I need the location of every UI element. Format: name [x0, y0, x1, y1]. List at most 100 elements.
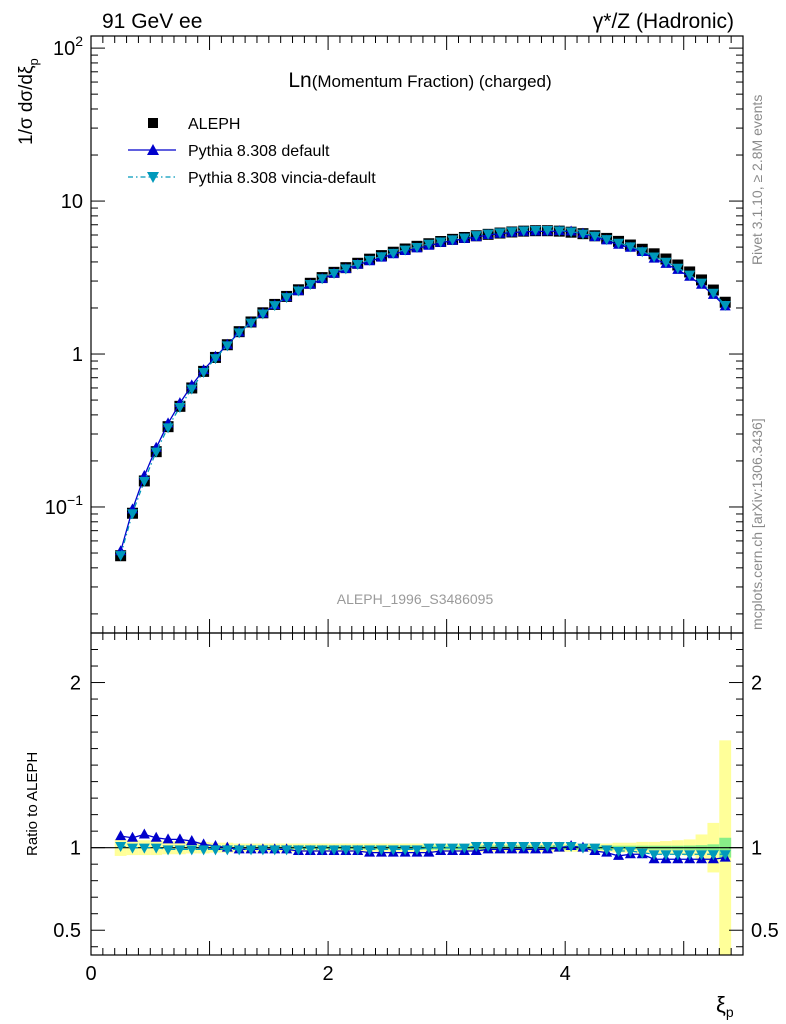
vincia-point [447, 235, 459, 246]
vincia-point [115, 551, 127, 562]
vincia-ratio-point [636, 848, 648, 859]
vincia-ratio-point [399, 845, 411, 856]
vincia-point [150, 447, 162, 458]
vincia-point [126, 509, 138, 520]
vincia-point [209, 354, 221, 365]
default-ratio-line [120, 833, 726, 860]
vincia-ratio-point [518, 842, 530, 853]
vincia-point [257, 309, 269, 320]
vincia-point [660, 257, 672, 268]
vincia-ratio-point [435, 843, 447, 854]
vincia-ratio-point [648, 850, 660, 861]
vincia-ratio-point [541, 842, 553, 853]
vincia-point [352, 259, 364, 270]
legend-marker-vincia [147, 172, 159, 183]
vincia-point [399, 245, 411, 256]
vincia-ratio-point [506, 842, 518, 853]
vincia-ratio-point [458, 843, 470, 854]
vincia-ratio-point [470, 842, 482, 853]
x-tick-label: 4 [560, 963, 571, 985]
vincia-point [601, 235, 613, 246]
main-series [115, 225, 731, 562]
vincia-point [198, 368, 210, 379]
ratio-tick-label-left: 2 [70, 673, 81, 695]
vincia-point [613, 238, 625, 249]
vincia-ratio-point [660, 850, 672, 861]
vincia-ratio-point [269, 845, 281, 856]
vincia-ratio-point [126, 843, 138, 854]
vincia-point [719, 300, 731, 311]
vincia-point [423, 239, 435, 250]
vincia-line [120, 229, 726, 556]
vincia-point [684, 270, 696, 281]
vincia-ratio-point [281, 845, 293, 856]
vincia-ratio-point [328, 845, 340, 856]
default-line [120, 230, 726, 552]
ylabel-text: 1/σ dσ/dξp [16, 58, 41, 145]
vincia-ratio-point [304, 845, 316, 856]
vincia-ratio-point [553, 842, 565, 853]
title-rest: (Momentum Fraction) (charged) [312, 72, 552, 91]
main-ylabel: 1/σ dσ/dξp [16, 58, 41, 145]
vincia-point [375, 252, 387, 263]
legend-marker-aleph [148, 118, 158, 128]
vincia-ratio-point [364, 845, 376, 856]
vincia-ratio-point [257, 845, 269, 856]
vincia-point [672, 263, 684, 274]
vincia-ratio-point [494, 842, 506, 853]
title-prefix: Ln [288, 69, 311, 92]
vincia-point [565, 227, 577, 238]
mcplots-info: mcplots.cern.ch [arXiv:1306.3436] [749, 418, 765, 630]
vincia-ratio-point [233, 845, 245, 856]
vincia-point [387, 248, 399, 259]
rivet-info: Rivet 3.1.10, ≥ 2.8M events [749, 95, 765, 265]
vincia-point [245, 318, 257, 329]
vincia-point [518, 226, 530, 237]
vincia-point [648, 252, 660, 263]
ratio-frame [90, 632, 744, 956]
vincia-ratio-point [589, 843, 601, 854]
default-ratio-point [162, 833, 174, 844]
ratio-ylabel: Ratio to ALEPH [24, 752, 41, 856]
legend-label-vincia: Pythia 8.308 vincia-default [188, 170, 376, 187]
default-ratio-point [186, 835, 198, 846]
default-ratio-point [138, 828, 150, 839]
y-tick-label: 102 [53, 33, 83, 60]
vincia-point [174, 402, 186, 413]
vincia-ratio-point [162, 845, 174, 856]
vincia-ratio-point [150, 843, 162, 854]
x-tick-label: 2 [323, 963, 334, 985]
vincia-ratio-point [577, 843, 589, 854]
analysis-id: ALEPH_1996_S3486095 [337, 591, 494, 607]
x-tick-label: 0 [85, 963, 96, 985]
xlabel-main: ξ [716, 992, 726, 1017]
vincia-ratio-point [174, 845, 186, 856]
vincia-ratio-point [565, 842, 577, 853]
vincia-ratio-point [387, 845, 399, 856]
vincia-ratio-point [613, 846, 625, 857]
vincia-ratio-point [138, 843, 150, 854]
vincia-point [435, 237, 447, 248]
vincia-point [233, 328, 245, 339]
main-ticks [90, 36, 744, 633]
vincia-ratio-point [696, 850, 708, 861]
vincia-point [316, 274, 328, 285]
vincia-point [221, 341, 233, 352]
vincia-ratio-point [447, 843, 459, 854]
default-ratio-point [115, 830, 127, 841]
vincia-point [340, 264, 352, 275]
vincia-ratio-point [221, 845, 233, 856]
vincia-ratio-point [292, 845, 304, 856]
vincia-point [506, 227, 518, 238]
vincia-point [494, 228, 506, 239]
vincia-ratio-point [482, 842, 494, 853]
vincia-point [281, 293, 293, 304]
default-ratio-point [126, 831, 138, 842]
vincia-point [162, 423, 174, 434]
vincia-ratio-point [530, 842, 542, 853]
legend-marker-default [147, 144, 159, 155]
xlabel: ξp [716, 992, 734, 1020]
vincia-point [186, 384, 198, 395]
legend-label-aleph: ALEPH [188, 116, 240, 133]
